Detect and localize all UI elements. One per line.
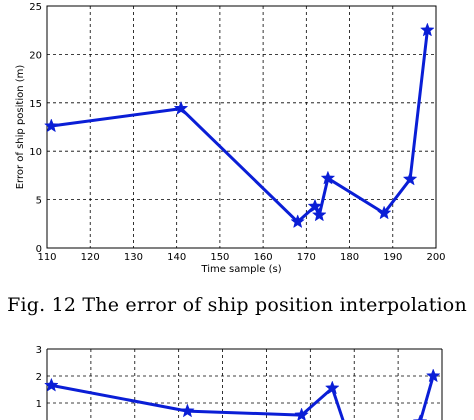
- x-axis-label: Time sample (s): [200, 264, 281, 275]
- x-tick-label: 120: [81, 252, 100, 263]
- data-point-star: [44, 377, 59, 392]
- data-point-star: [420, 22, 435, 37]
- y-tick-label: 10: [29, 147, 42, 158]
- chart-error-ship-position: 110 120 130 140 150 160 170 180 190 200 0 5 10 15 20 25…: [15, 2, 446, 275]
- series-line: [51, 375, 435, 420]
- data-point-star: [294, 407, 309, 420]
- data-point-star: [311, 207, 327, 222]
- x-tick-label: 140: [167, 252, 186, 263]
- x-tick-label: 180: [340, 252, 359, 263]
- data-point-star: [180, 403, 195, 418]
- y-tick-label: 25: [29, 2, 42, 13]
- y-tick-label: 3: [36, 345, 42, 356]
- x-tick-label: 200: [426, 252, 445, 263]
- y-tick-label: 20: [29, 50, 42, 61]
- figure-caption: Fig. 12 The error of ship position inter…: [7, 294, 467, 316]
- data-point-star: [402, 171, 418, 186]
- data-point-star: [425, 368, 441, 383]
- data-point-star: [173, 100, 189, 115]
- data-point-star: [44, 118, 59, 133]
- data-point-star: [412, 414, 428, 420]
- plot-frame: [46, 5, 437, 249]
- x-tick-label: 110: [37, 252, 56, 263]
- y-tick-label: 5: [36, 196, 42, 207]
- data-point-star: [307, 198, 323, 213]
- x-tick-label: 130: [124, 252, 143, 263]
- data-point-star: [320, 170, 336, 185]
- y-axis-label: Error of ship position (m): [15, 65, 26, 190]
- y-tick-label: 1: [36, 399, 42, 410]
- y-tick-label: 0: [36, 244, 42, 255]
- y-tick-label: 2: [36, 372, 42, 383]
- data-point-star: [290, 214, 305, 229]
- y-tick-label: 15: [29, 99, 42, 110]
- x-tick-label: 150: [210, 252, 229, 263]
- data-point-star: [376, 205, 392, 220]
- x-tick-label: 170: [297, 252, 316, 263]
- data-point-star: [324, 380, 340, 395]
- x-tick-label: 190: [383, 252, 402, 263]
- x-tick-label: 160: [254, 252, 273, 263]
